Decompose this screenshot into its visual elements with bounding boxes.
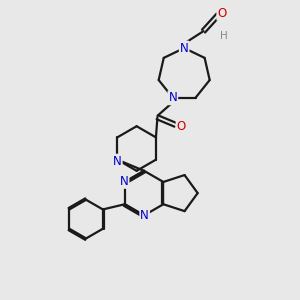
Text: N: N [180,42,189,55]
Text: N: N [120,175,128,188]
Text: N: N [140,209,149,223]
Text: O: O [177,120,186,133]
Text: O: O [217,7,226,20]
Text: N: N [113,154,122,168]
Text: H: H [220,31,228,40]
Text: N: N [169,91,177,104]
